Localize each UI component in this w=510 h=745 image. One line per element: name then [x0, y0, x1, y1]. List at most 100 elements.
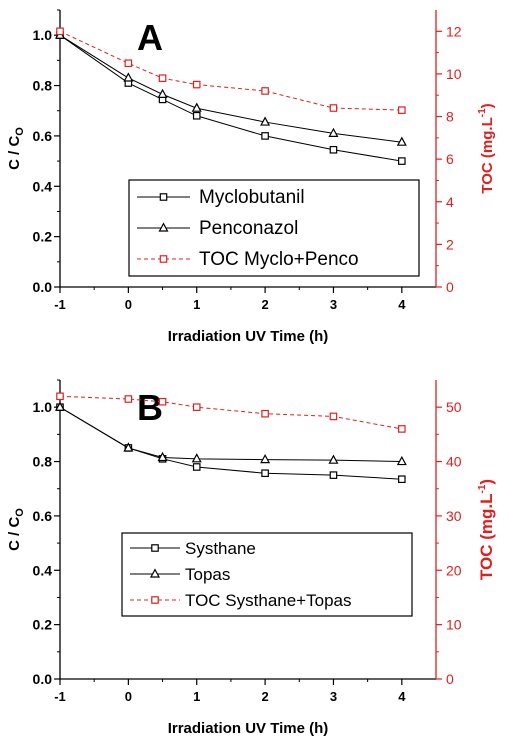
y2-tick-label: 30 — [446, 508, 462, 524]
x-tick-label: 1 — [193, 689, 200, 704]
y-tick-label: 0.8 — [33, 78, 53, 94]
x-tick-label: 2 — [261, 297, 268, 312]
legend-label: Penconazol — [199, 218, 298, 239]
panel-label: B — [137, 387, 163, 428]
data-point — [261, 87, 269, 95]
y2-tick-label: 6 — [446, 151, 454, 167]
y2-tick-label: 20 — [446, 562, 462, 578]
y2-tick-label: 50 — [446, 399, 462, 415]
data-point — [157, 451, 168, 462]
x-tick-label: 3 — [330, 689, 337, 704]
y-tick-label: 0.0 — [33, 671, 53, 687]
data-point — [329, 104, 338, 112]
data-point — [56, 27, 64, 36]
legend-marker — [151, 596, 159, 604]
y2-tick-label: 0 — [446, 279, 454, 295]
legend-label: Myclobutanil — [199, 187, 305, 208]
y-tick-label: 0.0 — [33, 279, 53, 295]
series-toc-myclo-penco — [56, 27, 406, 114]
legend: Systhane Topas TOC Systhane+Topas — [121, 532, 413, 617]
data-point — [54, 401, 66, 411]
y-tick-label: 1.0 — [33, 27, 53, 43]
y-tick-label: 0.6 — [33, 128, 53, 144]
y2-axis-label-main: TOC (mg.L — [479, 117, 496, 193]
data-point — [328, 127, 339, 137]
data-point — [396, 136, 407, 146]
data-point — [329, 145, 338, 154]
y-tick-label: 0.8 — [33, 454, 53, 470]
y2-tick-label: 10 — [446, 66, 462, 82]
legend-marker — [158, 222, 169, 232]
x-tick-label: 4 — [398, 297, 406, 312]
data-point — [329, 471, 338, 479]
y2-tick-label: 0 — [446, 671, 454, 687]
y-tick-label: 0.4 — [33, 562, 53, 578]
chart-panel-b: -1 0 1 2 3 4 0.0 0.2 0.4 0.6 0.8 1.0 0 10 20 30 40 50 Irra… — [6, 379, 496, 737]
series-line — [59, 406, 402, 480]
x-tick-label: 0 — [125, 689, 132, 704]
y-tick-label: 0.2 — [33, 229, 53, 245]
y-axis-label-sub: O — [14, 127, 26, 136]
y2-tick-label: 2 — [446, 236, 454, 252]
data-point — [398, 157, 406, 165]
y-tick-label: 0.2 — [33, 617, 53, 633]
x-tick-label: 0 — [125, 297, 132, 312]
data-point — [123, 442, 134, 452]
x-tick-label: 1 — [193, 297, 200, 312]
data-point — [123, 72, 134, 82]
y2-tick-label: 4 — [446, 194, 454, 210]
y2-axis-label-end: ) — [479, 103, 496, 108]
y2-tick-label: 40 — [446, 454, 462, 470]
legend-marker — [159, 193, 168, 201]
series-line — [59, 406, 402, 463]
y-tick-label: 1.0 — [33, 399, 53, 415]
data-point — [260, 453, 271, 464]
data-point — [261, 409, 269, 418]
data-point — [157, 88, 168, 98]
legend-label: TOC Systhane+Topas — [185, 591, 351, 610]
series-line — [59, 395, 402, 430]
data-point — [158, 74, 167, 82]
series-topas — [54, 401, 407, 466]
x-tick-label: -1 — [54, 297, 66, 312]
x-tick-label: -1 — [54, 689, 66, 704]
data-point — [192, 111, 201, 120]
series-systhane — [56, 403, 406, 484]
y2-tick-label: 8 — [446, 109, 454, 125]
series-toc-systhane-topas — [56, 392, 406, 433]
legend: Myclobutanil Penconazol TOC Myclo+Penco — [128, 179, 420, 277]
data-point — [124, 395, 133, 403]
y2-axis-label: TOC (mg.L-1) — [477, 103, 496, 193]
data-point — [328, 454, 339, 464]
data-point — [261, 132, 269, 140]
chart-panel-a: -1 0 1 2 3 40.00.20.40.60.81.0024681012Irradi… — [6, 9, 496, 345]
legend-marker — [149, 568, 161, 578]
y-tick-label: 0.4 — [33, 178, 53, 194]
data-point — [398, 475, 406, 484]
y-axis-label-main: C / C — [6, 136, 23, 170]
y2-axis-label-sup: -1 — [477, 108, 488, 117]
data-point — [398, 425, 406, 433]
legend-label: Topas — [185, 565, 230, 584]
data-point — [261, 469, 269, 478]
y2-axis-label-sup: -1 — [477, 484, 488, 493]
x-tick-label: 4 — [398, 689, 406, 704]
x-axis-label: Irradiation UV Time (h) — [168, 720, 329, 737]
y-axis-label-main: C / C — [6, 517, 23, 551]
x-tick-label: 2 — [261, 689, 268, 704]
y2-tick-label: 12 — [446, 23, 462, 39]
y2-axis-label: TOC (mg.L-1) — [477, 479, 496, 580]
y-axis-label-sub: O — [14, 508, 26, 517]
y-tick-label: 0.6 — [33, 508, 53, 524]
data-point — [158, 397, 167, 406]
panel-label: A — [137, 17, 163, 58]
data-point — [396, 455, 407, 466]
data-point — [192, 463, 201, 471]
data-point — [191, 102, 202, 112]
legend-marker — [159, 255, 168, 263]
legend-label: Systhane — [185, 539, 256, 558]
series-penconazol — [54, 29, 407, 146]
data-point — [191, 453, 202, 463]
data-point — [329, 412, 338, 421]
